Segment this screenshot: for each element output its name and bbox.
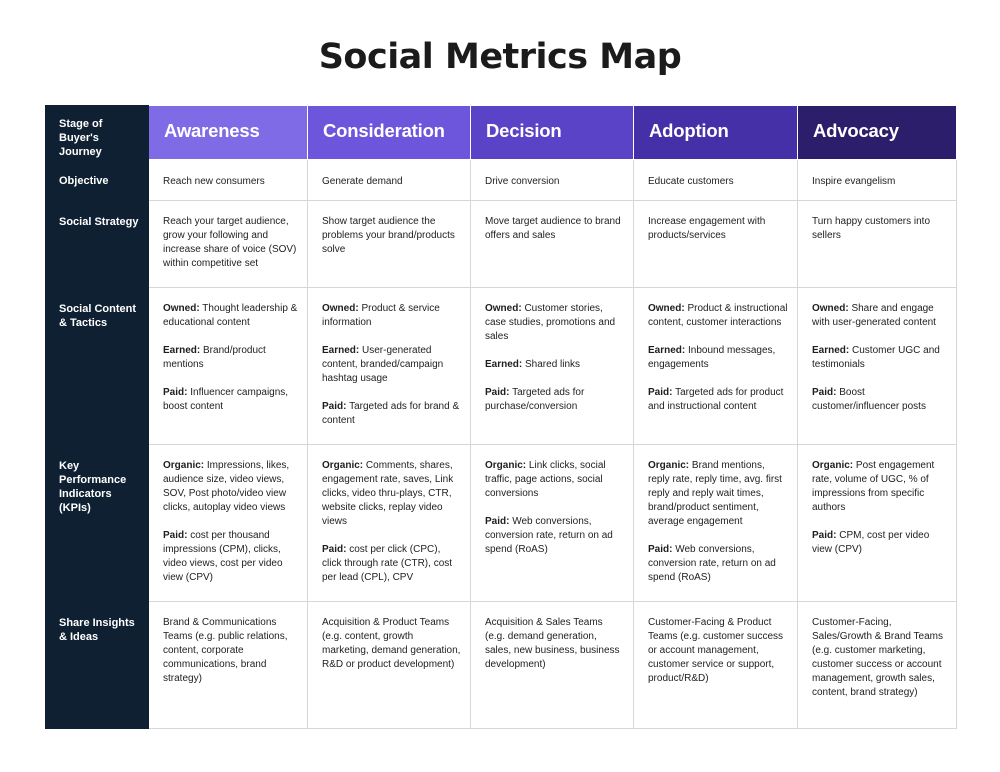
share-cell: Acquisition & Product Teams (e.g. conten… xyxy=(307,601,471,729)
stage-adoption: Adoption xyxy=(633,105,798,160)
paid-text: Influencer campaigns, boost content xyxy=(163,387,289,412)
earned-label: Earned: xyxy=(648,345,686,356)
strategy-row: Social Strategy Reach your target audien… xyxy=(45,200,957,288)
owned-text: Product & instructional content, custome… xyxy=(648,303,788,328)
earned-label: Earned: xyxy=(163,345,201,356)
paid-label: Paid: xyxy=(648,387,673,398)
paid-label: Paid: xyxy=(485,516,510,527)
paid-text: Targeted ads for purchase/conversion xyxy=(485,387,585,412)
organic-text: Impressions, likes, audience size, video… xyxy=(163,460,290,513)
row-label-social-strategy: Social Strategy xyxy=(45,200,149,288)
earned-text: Brand/product mentions xyxy=(163,345,266,370)
corner-label: Stage of Buyer's Journey xyxy=(45,105,149,160)
objective-cell: Educate customers xyxy=(633,159,798,201)
objective-cell: Drive conversion xyxy=(470,159,634,201)
stage-awareness: Awareness xyxy=(148,105,308,160)
kpi-cell: Organic: Post engagement rate, volume of… xyxy=(797,444,957,602)
share-cell: Customer-Facing & Product Teams (e.g. cu… xyxy=(633,601,798,729)
tactics-row: Social Content & Tactics Owned: Thought … xyxy=(45,287,957,445)
earned-text: Customer UGC and testimonials xyxy=(812,345,940,370)
tactics-cell: Owned: Thought leadership & educational … xyxy=(148,287,308,445)
stage-header-row: Stage of Buyer's Journey Awareness Consi… xyxy=(45,105,957,160)
stage-decision: Decision xyxy=(470,105,634,160)
paid-label: Paid: xyxy=(322,401,347,412)
objective-cell: Reach new consumers xyxy=(148,159,308,201)
paid-text: CPM, cost per video view (CPV) xyxy=(812,530,930,555)
kpi-cell: Organic: Comments, shares, engagement ra… xyxy=(307,444,471,602)
objective-row: Objective Reach new consumers Generate d… xyxy=(45,159,957,201)
earned-label: Earned: xyxy=(322,345,360,356)
paid-text: cost per thousand impressions (CPM), cli… xyxy=(163,530,283,583)
owned-label: Owned: xyxy=(163,303,200,314)
owned-text: Thought leadership & educational content xyxy=(163,303,298,328)
paid-label: Paid: xyxy=(163,387,188,398)
paid-label: Paid: xyxy=(322,544,347,555)
strategy-cell: Move target audience to brand offers and… xyxy=(470,200,634,288)
stage-advocacy: Advocacy xyxy=(797,105,957,160)
paid-text: Targeted ads for brand & content xyxy=(322,401,460,426)
organic-text: Brand mentions, reply rate, reply time, … xyxy=(648,460,782,527)
paid-text: Web conversions, conversion rate, return… xyxy=(485,516,613,555)
organic-text: Post engagement rate, volume of UGC, % o… xyxy=(812,460,935,513)
paid-label: Paid: xyxy=(648,544,673,555)
stage-consideration: Consideration xyxy=(307,105,471,160)
paid-label: Paid: xyxy=(485,387,510,398)
earned-text: Inbound messages, engagements xyxy=(648,345,776,370)
row-label-share-insights: Share Insights & Ideas xyxy=(45,601,149,729)
share-insights-row: Share Insights & Ideas Brand & Communica… xyxy=(45,601,957,729)
owned-text: Product & service information xyxy=(322,303,440,328)
owned-text: Customer stories, case studies, promotio… xyxy=(485,303,616,342)
strategy-cell: Reach your target audience, grow your fo… xyxy=(148,200,308,288)
owned-label: Owned: xyxy=(485,303,522,314)
strategy-cell: Turn happy customers into sellers xyxy=(797,200,957,288)
paid-label: Paid: xyxy=(812,530,837,541)
paid-text: Targeted ads for product and instruction… xyxy=(648,387,784,412)
owned-label: Owned: xyxy=(648,303,685,314)
paid-text: Web conversions, conversion rate, return… xyxy=(648,544,776,583)
owned-label: Owned: xyxy=(322,303,359,314)
organic-label: Organic: xyxy=(322,460,364,471)
owned-text: Share and engage with user-generated con… xyxy=(812,303,936,328)
share-cell: Brand & Communications Teams (e.g. publi… xyxy=(148,601,308,729)
organic-label: Organic: xyxy=(485,460,527,471)
tactics-cell: Owned: Share and engage with user-genera… xyxy=(797,287,957,445)
earned-text: Shared links xyxy=(525,359,581,370)
owned-label: Owned: xyxy=(812,303,849,314)
kpi-cell: Organic: Link clicks, social traffic, pa… xyxy=(470,444,634,602)
objective-cell: Inspire evangelism xyxy=(797,159,957,201)
paid-label: Paid: xyxy=(812,387,837,398)
share-cell: Customer-Facing, Sales/Growth & Brand Te… xyxy=(797,601,957,729)
organic-text: Link clicks, social traffic, page action… xyxy=(485,460,606,499)
strategy-cell: Show target audience the problems your b… xyxy=(307,200,471,288)
paid-text: Boost customer/influencer posts xyxy=(812,387,926,412)
paid-label: Paid: xyxy=(163,530,188,541)
earned-label: Earned: xyxy=(485,359,523,370)
social-metrics-table: Stage of Buyer's Journey Awareness Consi… xyxy=(45,105,957,729)
tactics-cell: Owned: Customer stories, case studies, p… xyxy=(470,287,634,445)
organic-label: Organic: xyxy=(812,460,854,471)
share-cell: Acquisition & Sales Teams (e.g. demand g… xyxy=(470,601,634,729)
objective-cell: Generate demand xyxy=(307,159,471,201)
earned-text: User-generated content, branded/campaign… xyxy=(322,345,444,384)
tactics-cell: Owned: Product & service information Ear… xyxy=(307,287,471,445)
row-label-social-content-tactics: Social Content & Tactics xyxy=(45,287,149,445)
organic-text: Comments, shares, engagement rate, saves… xyxy=(322,460,454,527)
strategy-cell: Increase engagement with products/servic… xyxy=(633,200,798,288)
kpi-cell: Organic: Brand mentions, reply rate, rep… xyxy=(633,444,798,602)
kpi-row: Key Performance Indicators (KPIs) Organi… xyxy=(45,444,957,602)
earned-label: Earned: xyxy=(812,345,850,356)
kpi-cell: Organic: Impressions, likes, audience si… xyxy=(148,444,308,602)
organic-label: Organic: xyxy=(163,460,205,471)
tactics-cell: Owned: Product & instructional content, … xyxy=(633,287,798,445)
page-title: Social Metrics Map xyxy=(318,37,682,77)
organic-label: Organic: xyxy=(648,460,690,471)
row-label-objective: Objective xyxy=(45,159,149,201)
row-label-kpis: Key Performance Indicators (KPIs) xyxy=(45,444,149,602)
paid-text: cost per click (CPC), click through rate… xyxy=(322,544,453,583)
